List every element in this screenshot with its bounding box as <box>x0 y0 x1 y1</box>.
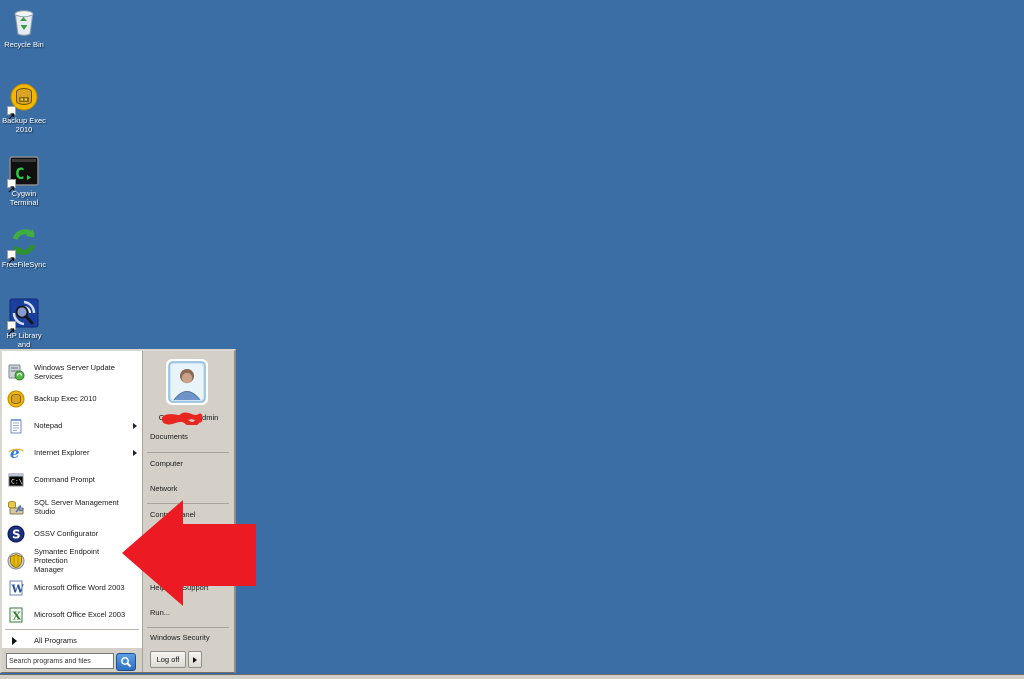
search-icon <box>121 657 132 668</box>
menu-separator <box>5 629 139 630</box>
start-menu-program-list <box>2 351 142 648</box>
wsus-icon <box>7 363 25 381</box>
menu-item-label: Microsoft Office Excel 2003 <box>34 610 126 619</box>
svg-text:X: X <box>13 609 22 622</box>
search-input[interactable] <box>6 653 114 669</box>
desktop-icon-backup-exec[interactable]: Backup Exec 2010 <box>0 82 48 134</box>
submenu-arrow-icon <box>133 423 137 429</box>
menu-item-microsoft-office-excel-2003[interactable]: X Microsoft Office Excel 2003 <box>2 601 142 628</box>
shortcut-arrow-icon <box>7 250 16 264</box>
log-off-options-button[interactable] <box>188 651 202 668</box>
log-off-dropdown-arrow-icon <box>193 656 197 663</box>
menu-item-label: Notepad <box>34 421 63 430</box>
svg-text:W: W <box>11 582 25 595</box>
menu-separator <box>147 503 229 504</box>
excel-icon: X <box>7 606 25 624</box>
menu-separator <box>147 627 229 628</box>
desktop-icon-freefilesync[interactable]: FreeFileSync <box>0 226 48 269</box>
menu-item-label: Internet Explorer <box>34 448 90 457</box>
svg-text:C:\: C:\ <box>11 477 23 485</box>
backup-exec-icon <box>7 82 40 120</box>
search-button[interactable] <box>116 653 136 671</box>
username-prefix: G <box>158 412 165 422</box>
backup-exec-icon <box>7 390 25 408</box>
username[interactable]: G -Admin <box>143 409 234 425</box>
menu-item-sql-server-management-studio[interactable]: SQL Server Management Studio <box>2 493 142 520</box>
menu-item-label: Windows Server Update Services <box>34 362 115 381</box>
menu-item-backup-exec-2010[interactable]: Backup Exec 2010 <box>2 385 142 412</box>
desktop-icon-label: FreeFileSync <box>1 260 47 269</box>
command-prompt-icon: C:\ <box>7 471 25 489</box>
log-off-button[interactable]: Log off <box>150 651 186 668</box>
hp-library-icon <box>7 297 40 335</box>
word-icon: W <box>7 579 25 597</box>
username-suffix: -Admin <box>194 412 219 422</box>
menu-item-internet-explorer[interactable]: e Internet Explorer <box>2 439 142 466</box>
menu-item-network[interactable]: Network <box>150 484 178 493</box>
menu-item-label: Symantec Endpoint Protection Manager <box>34 547 100 574</box>
all-programs-arrow-icon <box>12 636 17 645</box>
menu-item-label: Microsoft Office Word 2003 <box>34 583 125 592</box>
user-avatar[interactable] <box>166 359 208 405</box>
all-programs-button[interactable]: All Programs <box>2 631 142 650</box>
desktop-icon-label: HP Library and <box>6 331 42 349</box>
menu-item-label: OSSV Configurator <box>34 529 99 538</box>
desktop-icon-label: Recycle Bin <box>4 40 44 49</box>
symantec-shield-icon <box>7 552 25 570</box>
menu-item-windows-server-update-services[interactable]: Windows Server Update Services <box>2 358 142 385</box>
menu-item-help-and-support[interactable]: Help and Support <box>150 583 209 592</box>
cygwin-terminal-icon: C <box>7 155 40 193</box>
all-programs-label: All Programs <box>34 636 77 645</box>
screen-bottom-edge <box>0 674 1024 679</box>
desktop-icon-label: Cygwin Terminal <box>9 189 39 207</box>
ssms-icon <box>7 498 25 516</box>
menu-item-run[interactable]: Run... <box>150 608 171 617</box>
shortcut-arrow-icon <box>7 106 16 120</box>
start-menu: Windows Server Update Services Backup Ex… <box>0 349 236 673</box>
log-off-controls: Log off <box>150 651 202 668</box>
menu-item-microsoft-office-word-2003[interactable]: W Microsoft Office Word 2003 <box>2 574 142 601</box>
menu-separator <box>147 452 229 453</box>
shortcut-arrow-icon <box>7 179 16 193</box>
desktop-icon-label: Backup Exec 2010 <box>2 116 46 134</box>
redaction-scribble <box>161 412 202 425</box>
menu-item-command-prompt[interactable]: C:\ Command Prompt <box>2 466 142 493</box>
search-row <box>2 650 142 672</box>
desktop-icon-hp-library[interactable]: HP Library and <box>0 297 48 349</box>
shortcut-arrow-icon <box>7 321 16 335</box>
desktop-icon-cygwin[interactable]: C Cygwin Terminal <box>0 155 48 207</box>
menu-item-label: Command Prompt <box>34 475 95 484</box>
svg-text:e: e <box>10 444 20 462</box>
menu-item-symantec-endpoint-protection-manager[interactable]: Symantec Endpoint Protection Manager <box>2 547 142 574</box>
ossv-icon: S <box>7 525 25 543</box>
menu-item-notepad[interactable]: Notepad <box>2 412 142 439</box>
menu-item-label: SQL Server Management Studio <box>34 497 119 516</box>
notepad-icon <box>7 417 25 435</box>
menu-item-ossv-configurator[interactable]: S OSSV Configurator <box>2 520 142 547</box>
submenu-arrow-icon <box>133 450 137 456</box>
svg-text:C: C <box>15 164 25 183</box>
menu-item-control-panel[interactable]: Control Panel <box>150 510 196 519</box>
internet-explorer-icon: e <box>7 444 25 462</box>
menu-item-label: Backup Exec 2010 <box>34 394 97 403</box>
recycle-bin-icon <box>8 6 40 38</box>
menu-item-windows-security[interactable]: Windows Security <box>150 633 210 642</box>
desktop-icon-recycle-bin[interactable]: Recycle Bin <box>0 6 48 49</box>
menu-item-computer[interactable]: Computer <box>150 459 183 468</box>
svg-text:S: S <box>12 527 21 541</box>
freefilesync-icon <box>7 226 40 264</box>
menu-item-documents[interactable]: Documents <box>150 432 188 441</box>
